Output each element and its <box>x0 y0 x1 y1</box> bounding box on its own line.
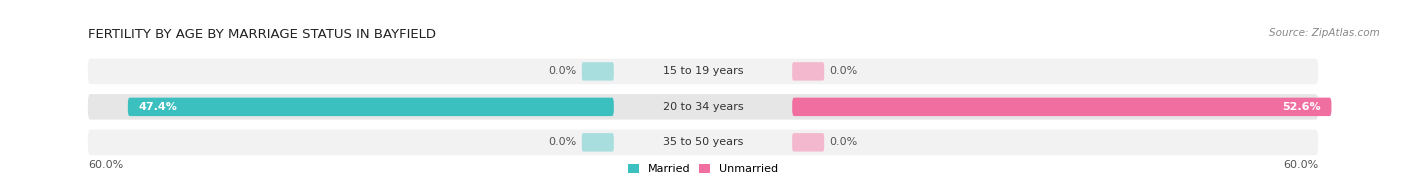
Text: 47.4%: 47.4% <box>138 102 177 112</box>
Text: 0.0%: 0.0% <box>830 66 858 76</box>
FancyBboxPatch shape <box>582 62 614 81</box>
FancyBboxPatch shape <box>128 98 614 116</box>
Text: 60.0%: 60.0% <box>87 160 124 170</box>
FancyBboxPatch shape <box>792 98 1331 116</box>
FancyBboxPatch shape <box>792 133 824 152</box>
FancyBboxPatch shape <box>87 59 1319 84</box>
Text: 60.0%: 60.0% <box>1282 160 1319 170</box>
FancyBboxPatch shape <box>582 133 614 152</box>
Text: 52.6%: 52.6% <box>1282 102 1322 112</box>
Text: 0.0%: 0.0% <box>548 66 576 76</box>
Text: 20 to 34 years: 20 to 34 years <box>662 102 744 112</box>
Text: 0.0%: 0.0% <box>548 137 576 147</box>
Text: 35 to 50 years: 35 to 50 years <box>662 137 744 147</box>
Text: 0.0%: 0.0% <box>830 137 858 147</box>
Text: Source: ZipAtlas.com: Source: ZipAtlas.com <box>1268 28 1379 38</box>
Text: FERTILITY BY AGE BY MARRIAGE STATUS IN BAYFIELD: FERTILITY BY AGE BY MARRIAGE STATUS IN B… <box>87 28 436 41</box>
Legend: Married, Unmarried: Married, Unmarried <box>623 160 783 179</box>
Text: 15 to 19 years: 15 to 19 years <box>662 66 744 76</box>
FancyBboxPatch shape <box>87 94 1319 120</box>
FancyBboxPatch shape <box>792 62 824 81</box>
FancyBboxPatch shape <box>87 130 1319 155</box>
